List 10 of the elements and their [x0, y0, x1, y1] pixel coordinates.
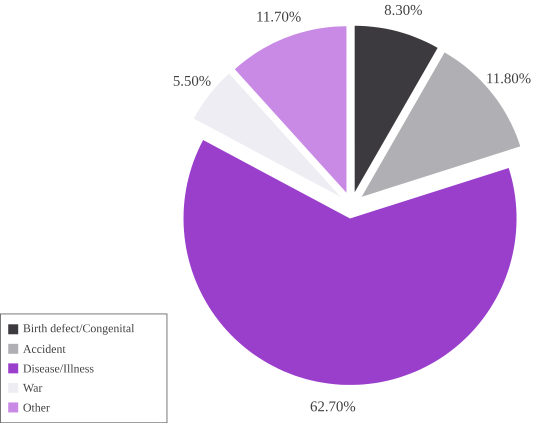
- data-label: 8.30%: [384, 4, 422, 15]
- legend-label: Other: [23, 403, 50, 412]
- legend-label: Accident: [23, 344, 66, 353]
- data-label: 11.80%: [487, 73, 531, 84]
- legend-label: War: [22, 384, 42, 392]
- data-label: 62.70%: [310, 401, 356, 412]
- data-label: 5.50%: [174, 76, 211, 86]
- legend-label: Disease/Illness: [23, 364, 94, 372]
- legend-label: Birth defect/Congenital: [23, 324, 134, 335]
- data-label: 11.70%: [257, 12, 301, 22]
